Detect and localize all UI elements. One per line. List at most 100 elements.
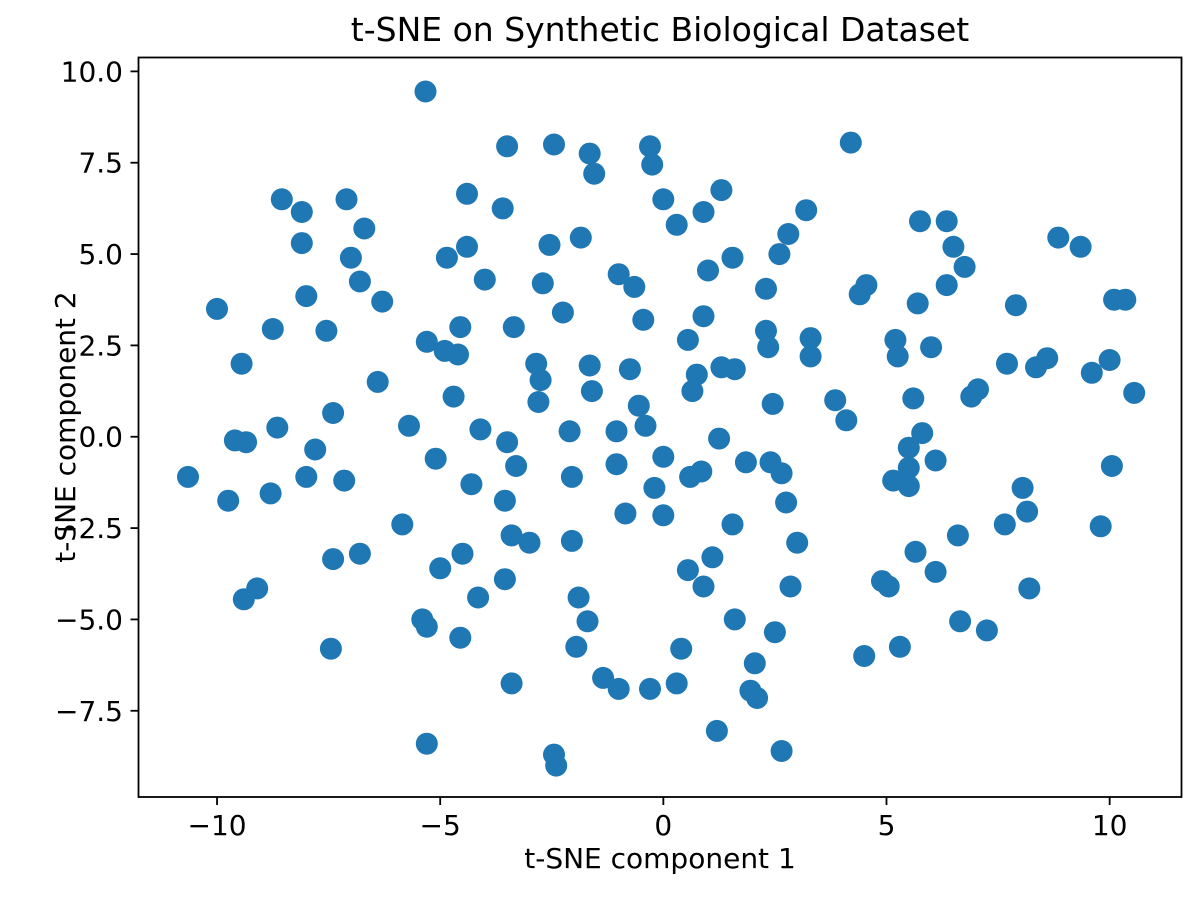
data-point	[786, 531, 809, 554]
data-point	[743, 652, 766, 675]
data-point	[723, 608, 746, 631]
data-point	[960, 385, 983, 408]
data-point	[424, 447, 447, 470]
data-point	[853, 645, 876, 667]
data-point	[435, 246, 458, 269]
data-point	[304, 438, 327, 461]
data-point	[531, 272, 554, 295]
data-point	[607, 263, 630, 286]
data-point	[634, 414, 657, 437]
data-point	[614, 502, 637, 525]
data-point	[909, 210, 931, 233]
data-point	[576, 610, 599, 633]
data-point	[665, 213, 688, 236]
chart-title: t-SNE on Synthetic Biological Dataset	[350, 10, 970, 49]
data-point	[348, 542, 371, 565]
data-point	[670, 637, 693, 660]
data-point	[734, 451, 757, 474]
data-point	[232, 588, 255, 611]
data-point	[456, 182, 478, 205]
data-point	[1016, 500, 1039, 523]
data-point	[371, 290, 394, 313]
data-point	[491, 197, 514, 220]
data-point	[1100, 455, 1123, 477]
data-point	[295, 285, 318, 308]
data-point	[643, 476, 666, 499]
data-point	[398, 414, 420, 437]
data-point	[755, 319, 777, 342]
data-point	[777, 223, 800, 245]
data-point	[710, 179, 733, 202]
data-point	[697, 259, 719, 282]
data-point	[1011, 476, 1034, 499]
x-tick-label: 10	[1092, 809, 1128, 842]
data-point	[839, 131, 862, 154]
y-tick-label: −5.0	[55, 603, 123, 636]
data-point	[500, 672, 523, 695]
data-point	[391, 513, 414, 536]
data-point	[558, 420, 581, 443]
x-tick-label: −5	[420, 809, 461, 842]
data-point	[906, 292, 929, 315]
data-point	[290, 232, 313, 255]
data-point	[502, 316, 525, 339]
data-point	[1004, 294, 1027, 317]
data-point	[924, 560, 947, 583]
data-point	[415, 615, 438, 638]
data-point	[505, 455, 528, 477]
data-point	[322, 548, 345, 571]
data-point	[639, 677, 661, 700]
data-point	[746, 687, 769, 709]
x-tick-label: −10	[188, 809, 247, 842]
data-point	[414, 80, 437, 103]
data-point	[270, 188, 293, 211]
data-point	[551, 301, 574, 324]
y-tick-label: −7.5	[55, 695, 123, 728]
data-point	[676, 559, 699, 582]
data-point	[335, 188, 358, 211]
data-point	[641, 153, 664, 176]
x-tick-label: 0	[654, 809, 672, 842]
data-point	[721, 246, 744, 269]
data-point	[290, 201, 313, 223]
data-point	[543, 133, 565, 156]
data-point	[429, 557, 452, 580]
data-point	[1047, 226, 1070, 249]
data-point	[266, 416, 289, 439]
data-point	[795, 199, 818, 222]
data-point	[993, 513, 1016, 536]
data-point	[1114, 288, 1137, 311]
data-point	[685, 363, 708, 386]
data-point	[319, 637, 342, 660]
data-point	[953, 255, 976, 278]
data-point	[565, 635, 588, 658]
x-axis-label: t-SNE component 1	[524, 842, 796, 875]
data-point	[259, 482, 282, 505]
data-point	[451, 542, 474, 565]
data-point	[779, 575, 802, 598]
data-point	[567, 586, 590, 609]
data-point	[366, 370, 389, 393]
data-point	[592, 666, 615, 689]
data-point	[692, 305, 715, 328]
data-point	[692, 575, 715, 598]
data-point	[527, 391, 550, 413]
data-point	[460, 473, 483, 496]
data-point	[493, 568, 516, 591]
data-point	[230, 352, 253, 375]
data-point	[886, 345, 909, 368]
data-point	[469, 418, 492, 441]
y-tick-label: 5.0	[78, 238, 123, 271]
data-point	[538, 233, 561, 256]
data-point	[723, 358, 746, 381]
data-point	[339, 246, 362, 269]
data-point	[467, 586, 490, 609]
data-point	[447, 343, 469, 366]
data-point	[605, 420, 628, 443]
data-point	[904, 540, 927, 563]
data-point	[946, 524, 969, 547]
data-point	[518, 531, 541, 554]
data-point	[415, 330, 438, 353]
data-point	[721, 513, 744, 536]
